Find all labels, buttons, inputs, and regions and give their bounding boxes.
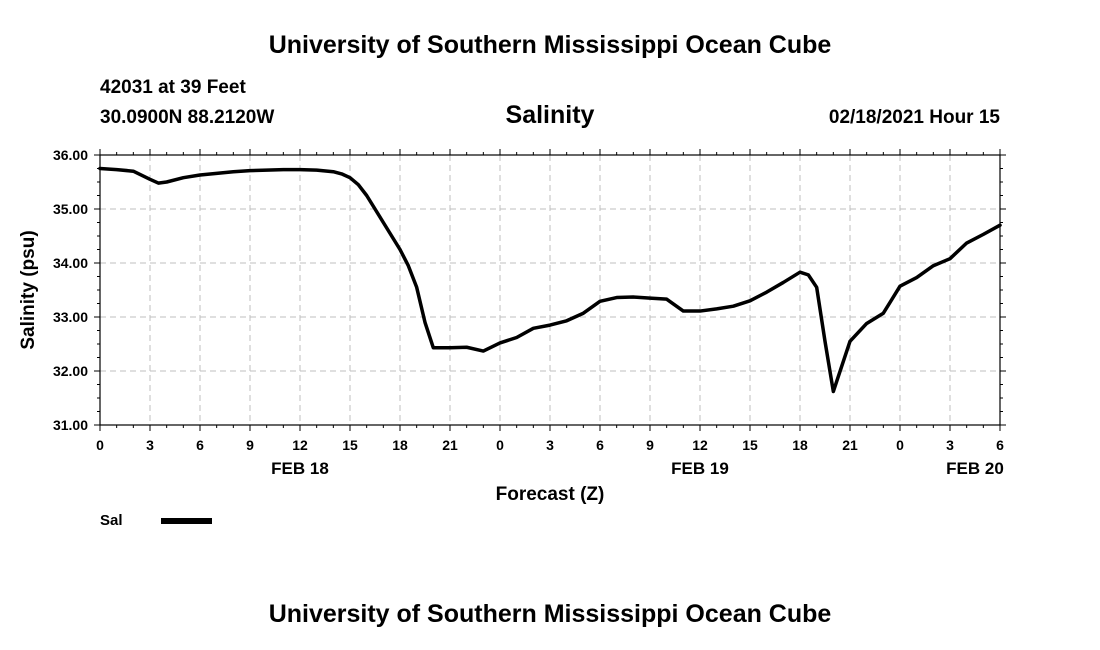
x-tick-label: 15 <box>742 437 758 453</box>
x-tick-label: 3 <box>546 437 554 453</box>
x-tick-label: 12 <box>292 437 308 453</box>
date-label: FEB 20 <box>946 459 1004 478</box>
forecast-timestamp: 02/18/2021 Hour 15 <box>828 107 1000 128</box>
y-tick-label: 35.00 <box>53 201 88 217</box>
x-tick-label: 15 <box>342 437 358 453</box>
parameter-title: Salinity <box>505 101 595 129</box>
x-tick-label: 12 <box>692 437 708 453</box>
x-tick-label: 21 <box>442 437 458 453</box>
x-tick-label: 18 <box>792 437 808 453</box>
chart-title-bottom: University of Southern Mississippi Ocean… <box>268 600 832 628</box>
x-axis-label: Forecast (Z) <box>496 484 605 505</box>
axes <box>94 149 1006 431</box>
coordinates-label: 30.0900N 88.2120W <box>100 107 275 128</box>
x-tick-label: 6 <box>996 437 1004 453</box>
legend: Sal <box>100 512 212 529</box>
x-tick-label: 0 <box>896 437 904 453</box>
date-label: FEB 19 <box>671 459 729 478</box>
x-tick-label: 21 <box>842 437 858 453</box>
plot-series <box>98 166 1002 394</box>
series-line-sal <box>98 166 1002 394</box>
y-tick-label: 33.00 <box>53 309 88 325</box>
y-tick-label: 32.00 <box>53 363 88 379</box>
x-tick-label: 9 <box>246 437 254 453</box>
y-tick-label: 34.00 <box>53 255 88 271</box>
x-tick-label: 9 <box>646 437 654 453</box>
chart-title-top: University of Southern Mississippi Ocean… <box>268 31 832 59</box>
x-tick-label: 3 <box>146 437 154 453</box>
station-label: 42031 at 39 Feet <box>100 77 246 98</box>
date-label: FEB 18 <box>271 459 329 478</box>
legend-label: Sal <box>100 512 123 529</box>
x-tick-label: 3 <box>946 437 954 453</box>
plot-frame <box>99 154 1001 426</box>
x-tick-label: 18 <box>392 437 408 453</box>
x-tick-label: 0 <box>496 437 504 453</box>
y-tick-label: 31.00 <box>53 417 88 433</box>
y-axis-label: Salinity (psu) <box>18 230 39 349</box>
grid-lines <box>100 155 1000 425</box>
x-tick-label: 6 <box>196 437 204 453</box>
y-tick-label: 36.00 <box>53 147 88 163</box>
x-tick-label: 0 <box>96 437 104 453</box>
axis-labels: 31.00 32.00 33.00 34.00 35.00 36.00 0 3 6 9 12 15 18… <box>18 147 1004 505</box>
x-tick-label: 6 <box>596 437 604 453</box>
